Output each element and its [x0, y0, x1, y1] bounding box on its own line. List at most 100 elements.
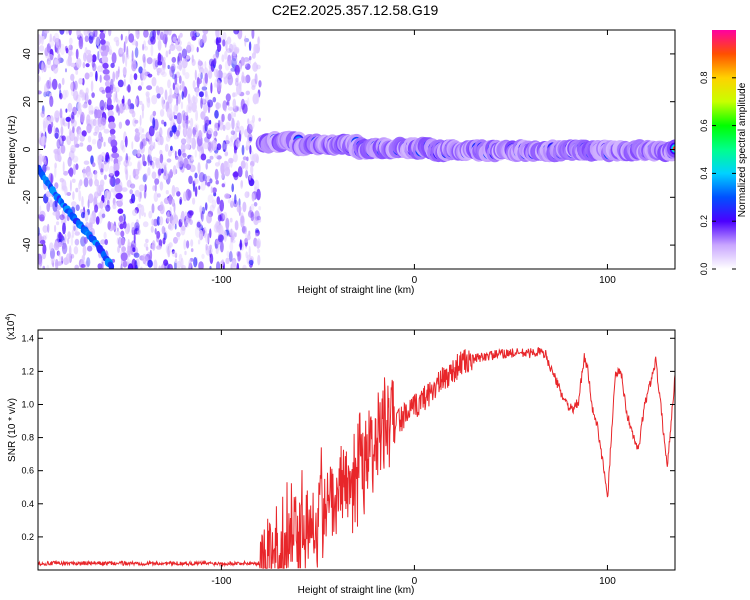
noise-speckle	[127, 84, 131, 93]
noise-speckle	[229, 241, 234, 252]
noise-speckle	[255, 228, 259, 234]
noise-speckle	[245, 139, 251, 150]
noise-speckle	[93, 131, 98, 136]
noise-speckle	[57, 251, 61, 257]
noise-speckle	[117, 68, 120, 78]
noise-speckle	[70, 73, 75, 81]
colorbar-tick-label: 0.6	[699, 119, 709, 132]
noise-speckle	[158, 163, 165, 169]
noise-speckle	[197, 239, 201, 245]
noise-speckle	[173, 115, 177, 120]
noise-speckle	[108, 165, 115, 176]
noise-speckle	[180, 111, 187, 124]
noise-speckle	[174, 252, 178, 258]
noise-speckle	[223, 76, 228, 85]
noise-speckle	[39, 258, 43, 267]
noise-speckle	[161, 263, 164, 269]
noise-speckle	[107, 158, 111, 164]
noise-speckle	[189, 44, 195, 53]
noise-speckle	[50, 173, 53, 185]
noise-speckle	[86, 123, 92, 134]
noise-speckle	[140, 204, 145, 217]
noise-speckle	[56, 261, 63, 266]
noise-speckle	[200, 72, 203, 80]
noise-speckle	[185, 55, 190, 60]
noise-speckle	[169, 169, 173, 179]
noise-speckle	[166, 211, 170, 223]
noise-speckle	[157, 39, 162, 51]
noise-speckle	[201, 233, 204, 240]
noise-speckle	[186, 44, 192, 54]
noise-speckle	[100, 184, 104, 192]
noise-speckle	[152, 185, 156, 191]
noise-speckle	[39, 214, 45, 222]
noise-speckle	[53, 126, 56, 134]
noise-speckle	[165, 50, 169, 58]
x-tick-label: 0	[412, 576, 418, 587]
noise-speckle	[138, 207, 141, 220]
noise-speckle	[51, 121, 54, 128]
noise-speckle	[143, 242, 148, 248]
noise-speckle	[164, 262, 170, 269]
noise-speckle	[188, 175, 193, 185]
noise-speckle	[66, 192, 72, 196]
noise-speckle	[234, 64, 240, 76]
noise-speckle	[232, 98, 237, 109]
noise-speckle	[141, 68, 147, 80]
noise-speckle	[121, 187, 128, 193]
noise-speckle	[150, 44, 154, 57]
noise-speckle	[70, 234, 74, 246]
noise-speckle	[194, 149, 197, 158]
noise-speckle	[204, 202, 208, 211]
noise-speckle	[224, 151, 228, 157]
noise-speckle	[54, 224, 57, 233]
noise-speckle	[223, 160, 228, 168]
noise-speckle	[224, 140, 230, 145]
noise-speckle	[41, 36, 45, 41]
snr-series-line	[38, 347, 675, 569]
noise-speckle	[205, 233, 210, 244]
y-tick-label: 0	[22, 146, 33, 152]
noise-speckle	[249, 145, 252, 155]
noise-speckle	[159, 216, 164, 226]
noise-speckle	[122, 103, 126, 113]
noise-speckle	[159, 181, 164, 191]
noise-speckle	[196, 221, 201, 228]
noise-speckle	[71, 82, 74, 90]
noise-speckle	[106, 199, 110, 209]
noise-speckle	[42, 244, 47, 255]
noise-speckle	[171, 249, 175, 255]
noise-speckle	[221, 259, 225, 267]
noise-speckle	[230, 67, 236, 72]
noise-speckle	[57, 46, 61, 54]
noise-speckle	[167, 263, 173, 269]
noise-speckle	[121, 98, 125, 104]
y-tick-label: 40	[22, 48, 33, 60]
noise-speckle	[44, 47, 49, 57]
noise-speckle	[131, 226, 136, 236]
noise-speckle	[254, 61, 257, 70]
noise-speckle	[43, 30, 50, 34]
noise-speckle	[39, 45, 45, 52]
y-tick-label: 0.2	[21, 532, 34, 542]
noise-speckle	[68, 30, 72, 36]
noise-speckle	[168, 194, 173, 205]
noise-speckle	[244, 191, 250, 199]
noise-speckle	[218, 64, 223, 71]
noise-speckle	[47, 60, 51, 65]
noise-speckle	[254, 210, 260, 221]
noise-speckle	[176, 261, 182, 269]
noise-speckle	[236, 106, 239, 112]
noise-speckle	[87, 135, 92, 143]
noise-speckle	[81, 130, 87, 137]
noise-speckle	[216, 143, 222, 151]
noise-speckle	[198, 185, 201, 190]
noise-speckle	[257, 36, 260, 45]
noise-speckle	[61, 219, 64, 224]
noise-speckle	[217, 37, 222, 44]
noise-speckle	[143, 30, 149, 38]
track-point	[111, 134, 116, 141]
noise-speckle	[74, 238, 80, 246]
noise-speckle	[201, 86, 208, 91]
noise-speckle	[115, 97, 119, 103]
